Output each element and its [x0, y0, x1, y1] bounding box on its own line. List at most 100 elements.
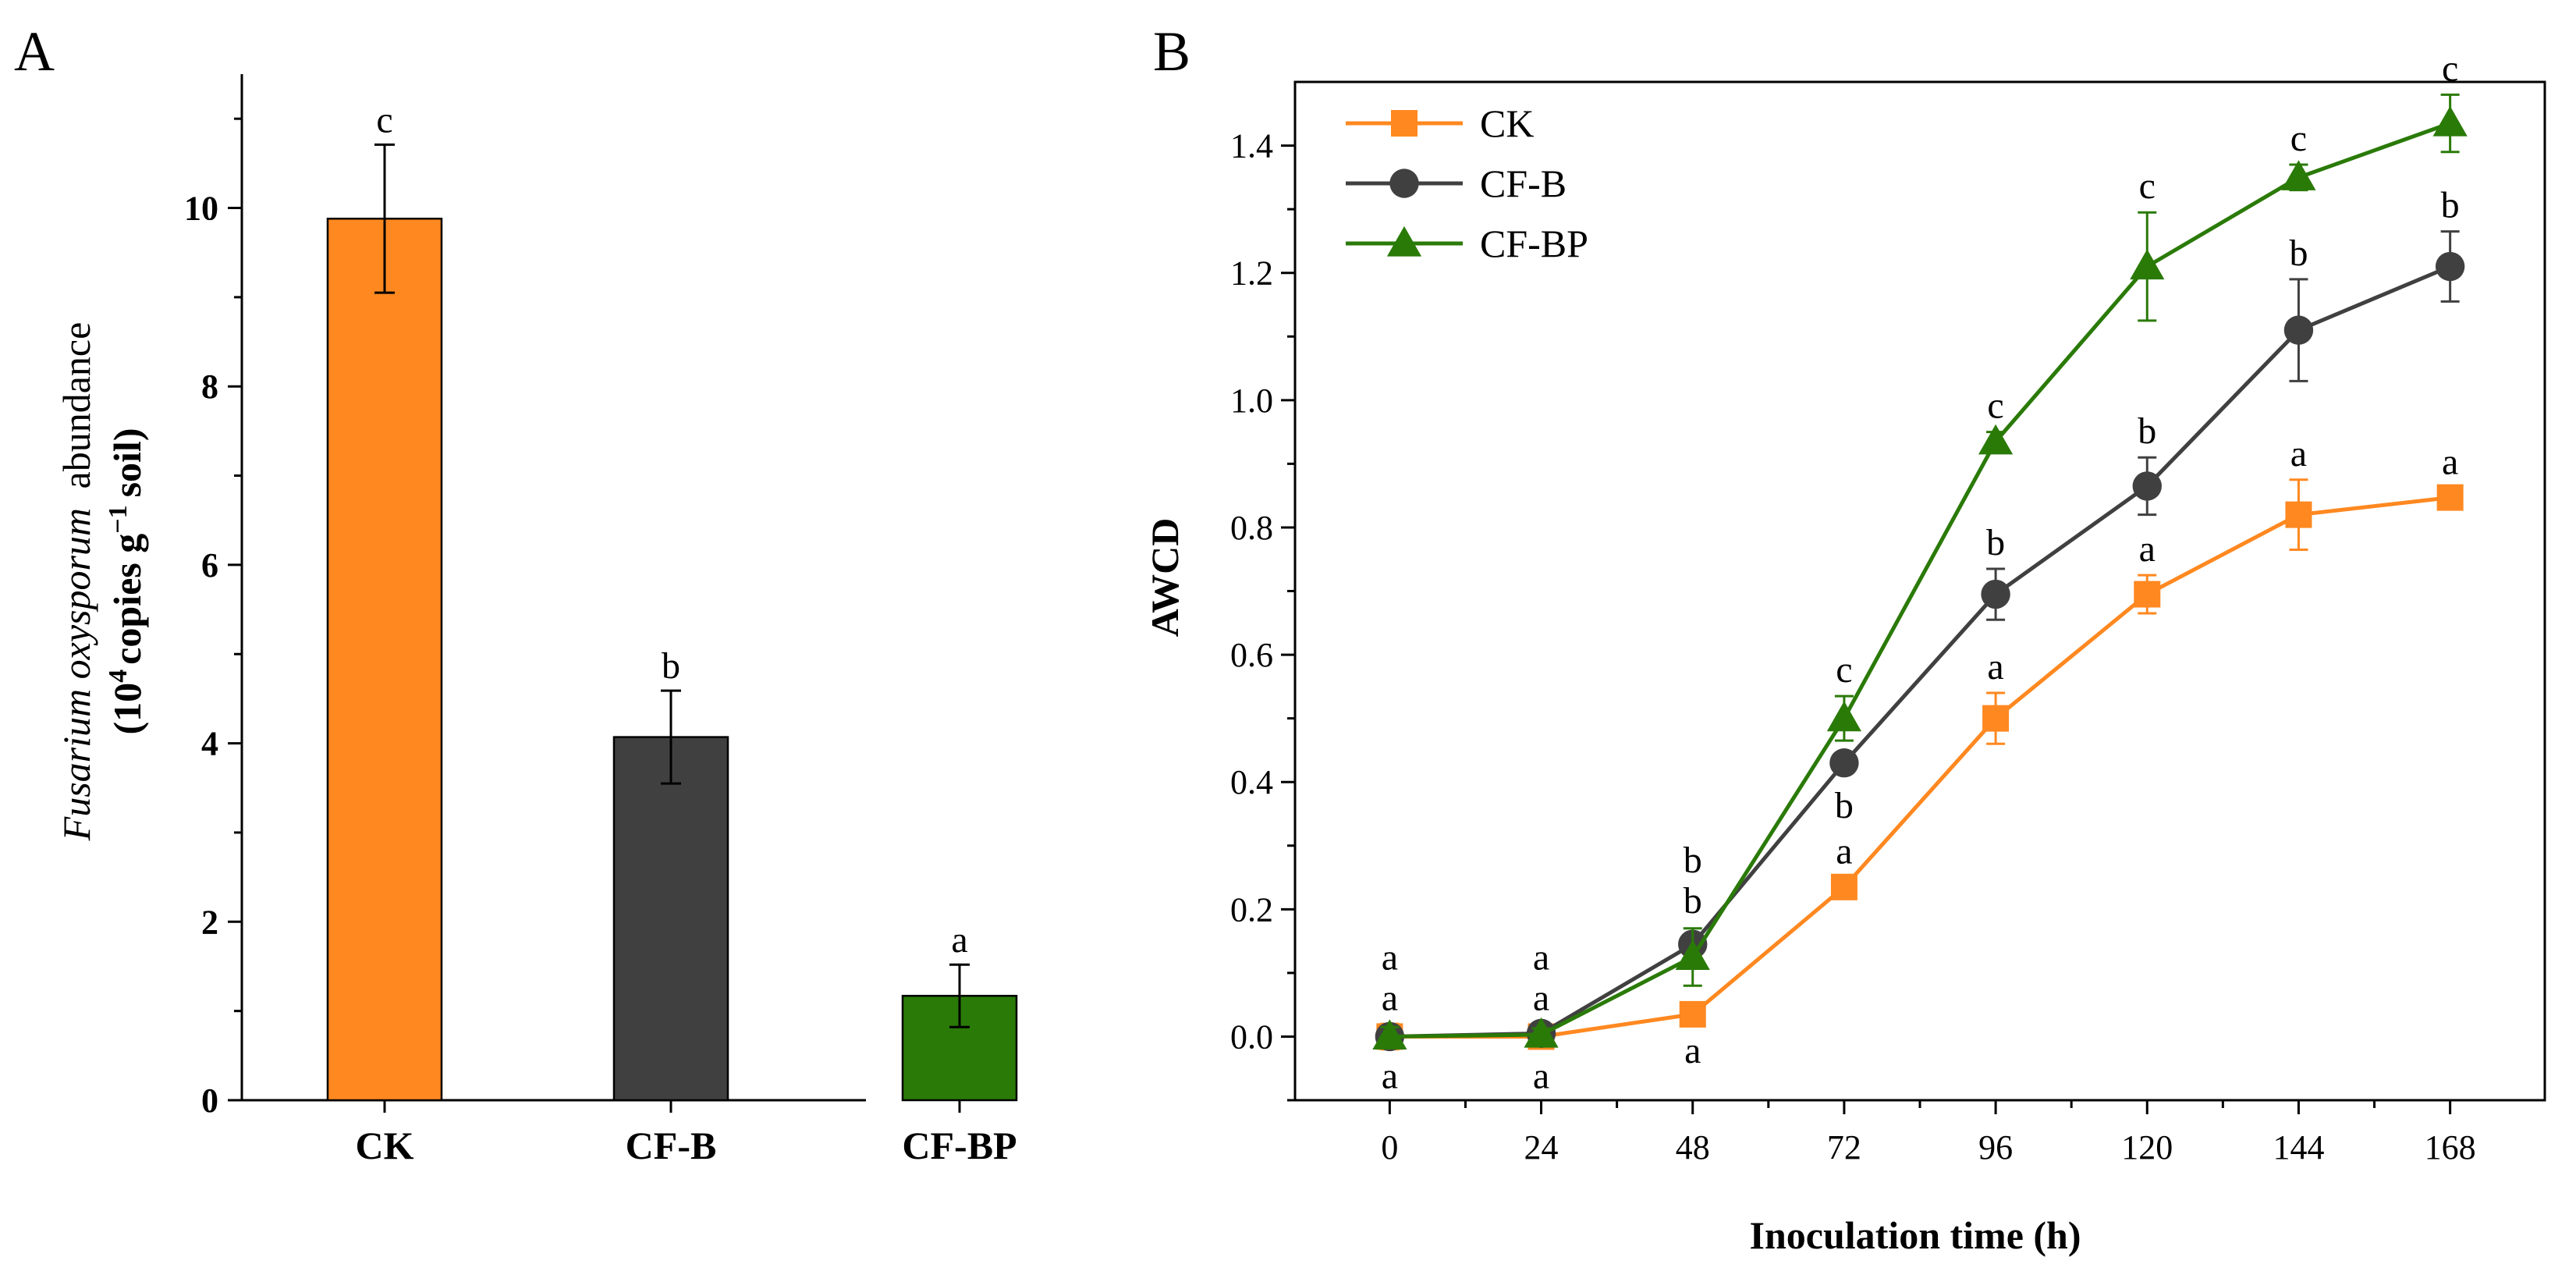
- data-point-square: [1982, 705, 2010, 732]
- significance-letter: b: [2289, 233, 2308, 274]
- x-category-label: CK: [356, 1124, 414, 1167]
- x-tick-label: 144: [2273, 1128, 2324, 1167]
- series-line-cf-bp: [1389, 121, 2451, 1039]
- bar-chart-bars: c b a: [326, 99, 1018, 1102]
- y-axis-title-line-1: Fusarium oxysporum abundance: [55, 322, 98, 842]
- y-tick-label: 1.0: [1230, 382, 1273, 420]
- significance-letter: a: [1533, 1055, 1549, 1096]
- panel-b-letter: B: [1153, 20, 1190, 83]
- significance-letter: a: [1836, 831, 1852, 872]
- significance-letter: a: [1382, 977, 1398, 1018]
- y-axis-title-open: (10: [105, 683, 149, 735]
- x-category-label: CF-B: [626, 1124, 717, 1167]
- data-point-circle: [2435, 251, 2465, 282]
- series-line-ck: [1389, 495, 2450, 1039]
- x-tick-label: 120: [2121, 1128, 2173, 1167]
- significance-letter: c: [1987, 385, 2003, 427]
- x-category-label: CF-BP: [902, 1124, 1017, 1167]
- legend-label-ck: CK: [1480, 101, 1534, 145]
- x-tick-label: 96: [1978, 1128, 2013, 1167]
- data-point-triangle: [1978, 424, 2014, 455]
- x-tick-label: 168: [2425, 1128, 2476, 1167]
- line-chart-legend: CK CF-B CF-BP: [1346, 101, 1588, 265]
- significance-letter: b: [1835, 785, 1854, 826]
- significance-letter: a: [951, 919, 967, 961]
- y-axis-title-word: abundance: [55, 322, 98, 489]
- y-axis-title-exp2: −1: [104, 505, 133, 533]
- data-point-triangle: [2281, 160, 2316, 190]
- y-tick-label: 1.2: [1230, 254, 1273, 293]
- bar-ck: [326, 217, 443, 1102]
- bar-chart-axes: 0 2 4 6 8 10 CK CF-B CF-BP: [184, 74, 1017, 1167]
- significance-letter: c: [2139, 165, 2156, 207]
- x-tick-label: 72: [1827, 1128, 1861, 1167]
- bar-cf-b: [612, 736, 729, 1102]
- data-point-triangle: [1675, 939, 1710, 971]
- data-point-square: [1679, 1000, 1706, 1028]
- y-tick-label: 0: [201, 1081, 218, 1120]
- y-tick-label: 0.6: [1230, 636, 1273, 674]
- legend-marker-cf-bp: [1386, 226, 1422, 257]
- significance-letter: a: [1382, 1055, 1398, 1096]
- y-tick-label: 0.2: [1230, 890, 1273, 929]
- y-tick-label: 1.4: [1230, 127, 1273, 165]
- significance-letter: a: [1533, 936, 1549, 978]
- significance-letter: b: [1684, 840, 1702, 881]
- significance-letter: c: [2290, 118, 2307, 159]
- legend-marker-ck: [1391, 110, 1418, 137]
- significance-letter: a: [2290, 433, 2307, 474]
- significance-letter: b: [1986, 522, 2005, 563]
- significance-letter: c: [376, 99, 392, 140]
- y-axis-title-species: Fusarium oxysporum: [55, 508, 98, 841]
- legend-label-cf-b: CF-B: [1480, 162, 1567, 205]
- y-axis-title-close: soil): [105, 428, 149, 498]
- y-tick-label: 0.0: [1230, 1018, 1273, 1056]
- data-point-square: [2134, 581, 2161, 608]
- y-tick-label: 8: [201, 368, 218, 406]
- data-point-triangle: [2432, 105, 2468, 137]
- data-point-triangle: [2130, 249, 2165, 280]
- y-tick-label: 10: [184, 190, 218, 228]
- x-axis-title: Inoculation time (h): [1750, 1213, 2081, 1257]
- significance-letter: a: [1533, 977, 1549, 1018]
- line-chart-axes: 0.0 0.2 0.4 0.6 0.8 1.0 1.2 1.4 0 24 48 72 96 120 144 1…: [1230, 80, 2546, 1167]
- significance-letter: b: [2441, 185, 2460, 226]
- significance-letter: b: [1684, 880, 1702, 922]
- series-line-cf-b: [1389, 265, 2451, 1039]
- significance-letter: a: [2442, 441, 2458, 482]
- data-point-circle: [1981, 579, 2010, 609]
- data-point-circle: [2132, 471, 2162, 501]
- significance-letter: a: [1987, 646, 2003, 687]
- significance-letter: a: [1382, 936, 1398, 978]
- data-point-square: [1830, 873, 1857, 900]
- y-axis-title-mid: copies g: [105, 534, 149, 665]
- y-tick-label: 6: [201, 546, 218, 584]
- data-point-circle: [2283, 315, 2314, 345]
- x-tick-label: 0: [1381, 1128, 1398, 1167]
- data-point-triangle: [1826, 701, 1862, 732]
- y-tick-label: 4: [201, 725, 218, 763]
- data-point-square: [2285, 501, 2312, 528]
- line-chart-panel-b: 0.0 0.2 0.4 0.6 0.8 1.0 1.2 1.4 0 24 48 72 96 120 144 1…: [1143, 48, 2546, 1257]
- significance-letter: a: [2139, 528, 2156, 570]
- x-tick-label: 48: [1676, 1128, 1710, 1167]
- bar-chart-panel-a: 0 2 4 6 8 10 CK CF-B CF-BP c b a Fusarium oxysporu…: [55, 74, 1018, 1167]
- panel-a-letter: A: [14, 20, 55, 83]
- significance-letter: a: [1684, 1030, 1701, 1071]
- x-tick-label: 24: [1524, 1128, 1559, 1167]
- data-point-square: [2436, 484, 2464, 511]
- y-tick-label: 0.8: [1230, 509, 1273, 547]
- y-tick-label: 0.4: [1230, 763, 1273, 801]
- significance-letter: c: [1836, 649, 1852, 691]
- bar-chart-y-axis-title: Fusarium oxysporum abundance (104 copies …: [55, 322, 149, 842]
- legend-marker-cf-b: [1389, 169, 1419, 198]
- data-point-triangle: [1524, 1017, 1559, 1048]
- y-axis-title-exp1: 4: [104, 669, 133, 683]
- significance-letter: b: [2138, 410, 2156, 452]
- data-point-triangle: [1372, 1019, 1407, 1050]
- significance-letter: c: [2442, 48, 2458, 89]
- significance-letter: b: [662, 645, 680, 687]
